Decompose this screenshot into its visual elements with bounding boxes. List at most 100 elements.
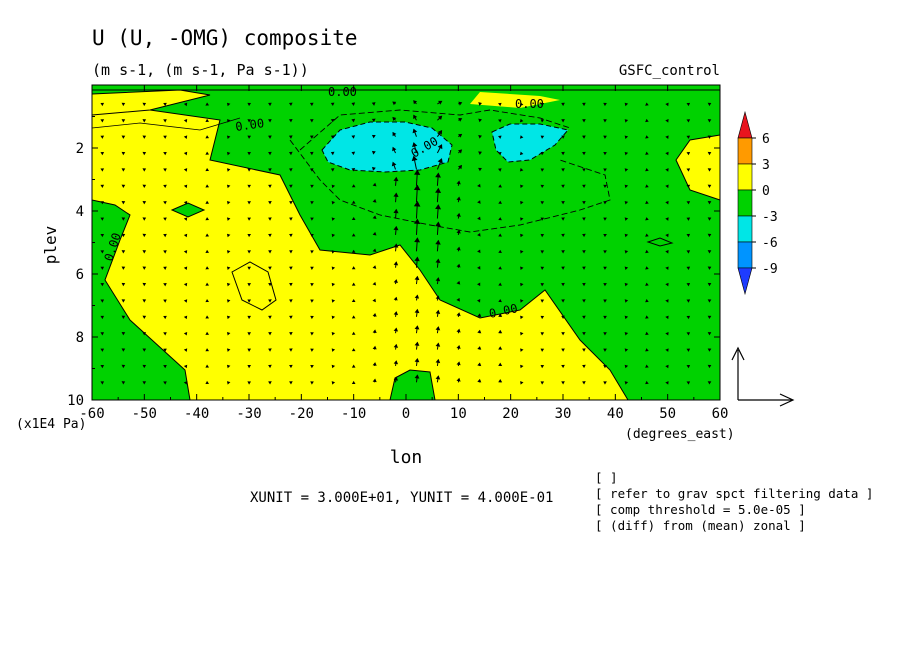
vector-arrowhead	[624, 102, 629, 107]
vector-arrowhead	[205, 299, 210, 303]
vector-arrowhead	[456, 328, 461, 333]
vector-arrowhead	[458, 101, 463, 106]
vector-arrowhead	[413, 200, 421, 207]
vector-arrowhead	[645, 118, 649, 123]
vector-arrowhead	[540, 102, 545, 107]
vector-arrowhead	[540, 217, 545, 221]
vector-arrowhead	[309, 119, 314, 123]
vector-arrowhead	[456, 180, 461, 185]
vector-arrowhead	[665, 381, 669, 385]
vector-arrowhead	[457, 164, 463, 170]
contour-label: 0.00	[328, 85, 357, 99]
vector-arrowhead	[519, 151, 524, 156]
vector-arrowhead	[665, 184, 669, 189]
vector-arrowhead	[478, 102, 482, 106]
vector-arrowhead	[331, 184, 336, 189]
vector-arrowhead	[477, 346, 482, 350]
vector-arrowhead	[498, 200, 502, 204]
vector-arrowhead	[498, 313, 503, 317]
vector-arrowhead	[330, 135, 335, 139]
vector-arrowhead	[372, 362, 377, 366]
vector-arrowhead	[707, 299, 712, 303]
vector-arrowhead	[603, 250, 607, 254]
region-positive-east	[676, 135, 720, 200]
vector-arrowhead	[310, 217, 314, 221]
vector-arrowhead	[247, 266, 252, 270]
vector-arrowhead	[205, 102, 210, 106]
vector-arrowhead	[142, 364, 147, 369]
vector-arrowhead	[393, 327, 399, 332]
vector-arrowhead	[393, 376, 399, 381]
vector-arrowhead	[582, 168, 586, 172]
vector-arrowhead	[247, 332, 252, 336]
vector-arrowhead	[582, 266, 586, 270]
vector-arrowhead	[330, 168, 335, 172]
vector-arrowhead	[624, 201, 629, 205]
vector-arrowhead	[226, 102, 231, 107]
y-tick-label: 6	[76, 267, 84, 283]
vector-arrowhead	[288, 119, 293, 123]
contour-label: 0.00	[515, 97, 544, 111]
vector-arrowhead	[707, 315, 712, 320]
vector-arrowhead	[520, 200, 524, 205]
vector-arrowhead	[414, 275, 420, 281]
vector-arrowhead	[519, 118, 524, 123]
vector-arrowhead	[351, 380, 356, 384]
vector-arrowhead	[582, 299, 586, 303]
vector-arrowhead	[603, 381, 607, 385]
vector-arrowhead	[686, 250, 691, 254]
vector-arrowhead	[268, 348, 272, 352]
vector-arrowhead	[540, 201, 545, 205]
vector-arrowhead	[121, 266, 126, 270]
vector-arrowhead	[142, 119, 147, 123]
reference-vector	[731, 346, 795, 407]
vector-arrowhead	[247, 152, 252, 156]
vector-arrowhead	[371, 150, 376, 155]
vector-arrowhead	[686, 381, 691, 385]
vector-arrowhead	[142, 168, 147, 172]
vector-arrowhead	[121, 102, 126, 107]
vector-arrowhead	[289, 299, 293, 303]
vector-arrowhead	[686, 152, 691, 156]
vector-arrowhead	[392, 101, 397, 106]
vector-arrowhead	[414, 325, 420, 330]
contour-label: 0.00	[488, 301, 519, 321]
vector-arrowhead	[247, 364, 252, 369]
vector-arrowhead	[603, 184, 607, 189]
x-tick-label: 50	[659, 406, 676, 422]
vector-arrowhead	[330, 151, 335, 156]
vector-arrowhead	[163, 233, 167, 238]
vector-arrowhead	[331, 364, 336, 369]
vector-arrowhead	[520, 331, 524, 336]
vector-arrowhead	[163, 119, 167, 123]
vector-arrowhead	[561, 266, 565, 270]
vector-arrowhead	[100, 233, 105, 238]
vector-arrowhead	[372, 248, 377, 253]
vector-arrowhead	[498, 168, 502, 172]
vector-arrowhead	[100, 250, 105, 254]
vector-arrowhead	[310, 184, 314, 189]
y-tick-label: 10	[67, 393, 84, 409]
vector-arrowhead	[624, 381, 629, 385]
vector-arrowhead	[226, 266, 231, 271]
vector-arrowhead	[372, 378, 377, 383]
vector-arrowhead	[437, 115, 443, 120]
vector-arrowhead	[414, 294, 420, 299]
y-unit-label: (x1E4 Pa)	[16, 417, 86, 432]
vector-arrowhead	[121, 168, 126, 172]
vector-arrowhead	[183, 151, 188, 156]
vector-arrowhead	[247, 217, 252, 221]
vector-arrowhead	[665, 151, 669, 156]
vector-arrowhead	[226, 151, 231, 156]
vector-arrowhead	[183, 381, 188, 385]
vector-arrowhead	[183, 315, 188, 320]
vector-arrowhead	[498, 282, 502, 286]
vector-arrowhead	[289, 315, 293, 320]
vector-arrowhead	[100, 152, 105, 156]
vector-arrowhead	[183, 299, 188, 303]
vector-arrowhead	[142, 151, 147, 156]
vector-arrowhead	[351, 184, 356, 188]
annotation-line: [ (diff) from (mean) zonal ]	[595, 518, 806, 533]
vector-arrowhead	[163, 152, 167, 156]
vector-arrowhead	[686, 332, 691, 336]
